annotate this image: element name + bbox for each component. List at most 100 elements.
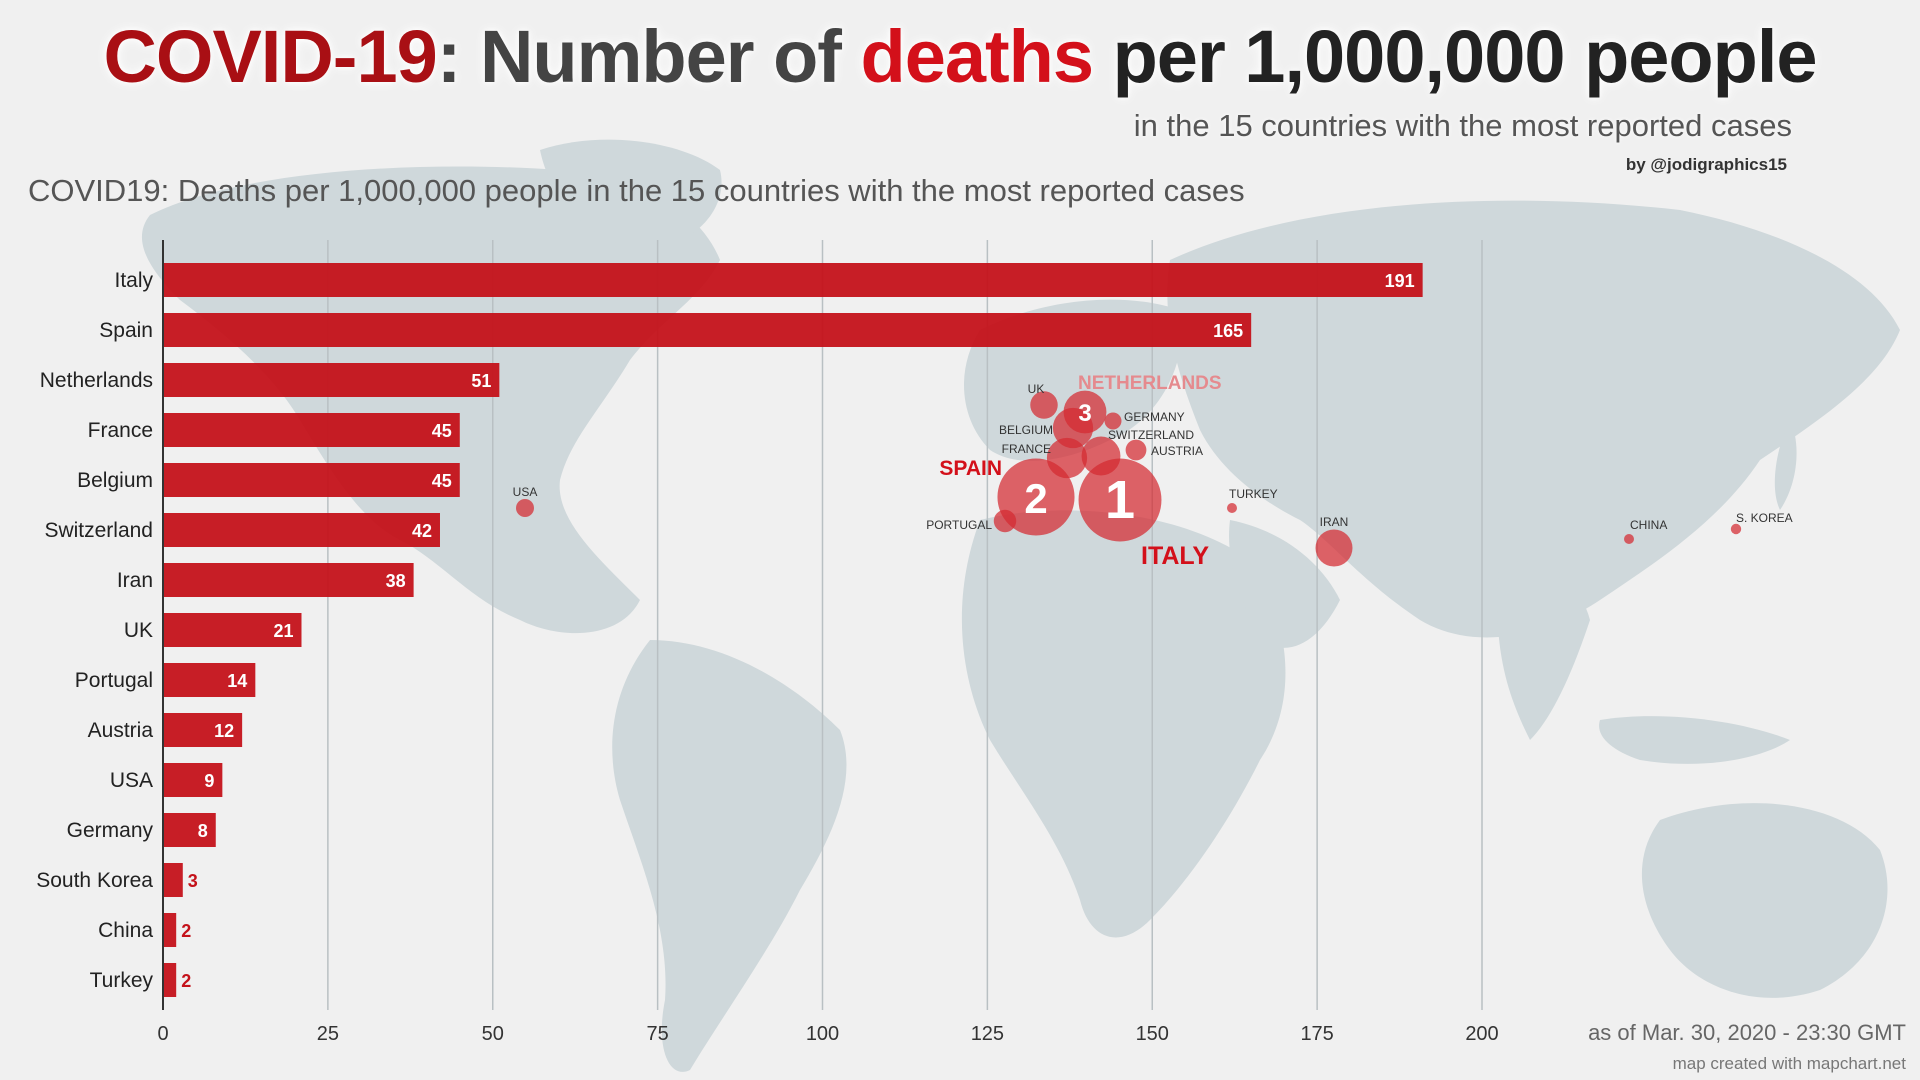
bar-italy [163, 263, 1423, 297]
bar-usa [163, 763, 223, 797]
data-label-portugal: 14 [227, 671, 247, 691]
bar-switzerland [163, 513, 440, 547]
subtitle: in the 15 countries with the most report… [1133, 108, 1792, 143]
x-tick-label-100: 100 [806, 1023, 839, 1045]
title-per-million: per 1,000,000 people [1093, 15, 1818, 98]
germany-label: GERMANY [1124, 410, 1185, 424]
austria-label: AUSTRIA [1151, 444, 1203, 458]
japan-landmass [1774, 420, 1797, 510]
chart-title: COVID19: Deaths per 1,000,000 people in … [28, 173, 1245, 208]
bubble-spain [997, 458, 1075, 536]
category-label-south-korea: South Korea [36, 869, 153, 892]
bar-south-korea [163, 863, 183, 897]
data-label-italy: 191 [1385, 271, 1415, 291]
greenland-landmass [540, 139, 722, 250]
china-label: CHINA [1630, 518, 1667, 532]
bubble-iran [1315, 529, 1353, 567]
bubble-south-korea [1730, 523, 1742, 535]
bars [163, 263, 1423, 997]
category-label-china: China [98, 919, 153, 942]
data-label-netherlands: 51 [471, 371, 491, 391]
footer-credit: map created with mapchart.net [1672, 1054, 1906, 1073]
bubble-portugal [993, 509, 1017, 533]
italy-big-label: ITALY [1141, 542, 1209, 570]
data-label-usa: 9 [204, 771, 214, 791]
category-label-turkey: Turkey [90, 969, 154, 992]
bubble-belgium [1052, 407, 1094, 449]
category-label-iran: Iran [117, 569, 153, 592]
main-title: COVID-19: Number of deaths per 1,000,000… [0, 14, 1920, 99]
bar-spain [163, 313, 1252, 347]
x-tick-label-175: 175 [1300, 1023, 1333, 1045]
spain-big-label: SPAIN [939, 457, 1002, 480]
bar-belgium [163, 463, 460, 497]
data-label-uk: 21 [273, 621, 293, 641]
x-tick-label-75: 75 [647, 1023, 669, 1045]
bubble-china [1624, 534, 1634, 544]
data-label-south-korea: 3 [188, 871, 198, 891]
data-label-germany: 8 [198, 821, 208, 841]
data-label-switzerland: 42 [412, 521, 432, 541]
data-label-turkey: 2 [181, 971, 191, 991]
category-label-austria: Austria [88, 719, 154, 742]
x-tick-label-0: 0 [157, 1023, 168, 1045]
data-label-spain: 165 [1213, 321, 1243, 341]
south-korea-label: S. KOREA [1736, 511, 1793, 525]
switzerland-label: SWITZERLAND [1108, 428, 1194, 442]
data-label-belgium: 45 [432, 471, 452, 491]
x-tick-label-25: 25 [317, 1023, 339, 1045]
data-label-austria: 12 [214, 721, 234, 741]
footer-date: as of Mar. 30, 2020 - 23:30 GMT [1588, 1020, 1906, 1045]
category-label-italy: Italy [114, 269, 153, 292]
france-label: FRANCE [1002, 442, 1051, 456]
south-america-landmass [612, 640, 847, 1072]
bar-china [163, 913, 177, 947]
category-label-france: France [88, 419, 153, 442]
bubble-usa [516, 499, 534, 517]
category-label-netherlands: Netherlands [40, 369, 153, 392]
belgium-label: BELGIUM [999, 423, 1053, 437]
bar-iran [163, 563, 414, 597]
bar-germany [163, 813, 216, 847]
x-tick-label-125: 125 [971, 1023, 1004, 1045]
map-bubbles: 1 2 3 UK GERMANY BELGIUM SWITZERLAND FRANCE AUST… [513, 373, 1793, 570]
netherlands-big-label: NETHERLANDS [1078, 373, 1222, 394]
turkey-label: TURKEY [1229, 487, 1278, 501]
iran-label: IRAN [1320, 515, 1349, 529]
usa-label: USA [513, 485, 538, 499]
india-landmass [1497, 560, 1590, 740]
category-label-uk: UK [124, 619, 153, 642]
x-tick-label-200: 200 [1465, 1023, 1498, 1045]
rank-badge-1: 1 [1105, 470, 1135, 530]
category-label-spain: Spain [99, 319, 153, 342]
bar-uk [163, 613, 302, 647]
title-covid: COVID-19 [103, 15, 437, 98]
grid-lines [162, 240, 1483, 1010]
rank-badge-2: 2 [1024, 475, 1047, 522]
indonesia-landmass [1599, 716, 1790, 764]
africa-landmass [961, 510, 1286, 938]
bubble-france [1046, 437, 1088, 479]
asia-landmass [1167, 200, 1900, 638]
bubble-uk [1030, 391, 1058, 419]
category-label-germany: Germany [67, 819, 154, 842]
bar-austria [163, 713, 243, 747]
axes: 0 25 50 75 100 125 150 175 200 Italy 191 Spain 165 Ne… [36, 240, 1499, 1045]
x-tick-label-50: 50 [482, 1023, 504, 1045]
category-label-belgium: Belgium [77, 469, 153, 492]
bar-portugal [163, 663, 256, 697]
rank-badge-3: 3 [1078, 400, 1091, 427]
category-label-switzerland: Switzerland [44, 519, 153, 542]
bubble-turkey [1227, 503, 1237, 513]
portugal-label: PORTUGAL [926, 518, 992, 532]
category-label-portugal: Portugal [75, 669, 153, 692]
bubble-austria [1125, 439, 1147, 461]
byline: by @jodigraphics15 [1625, 155, 1787, 174]
arabia-landmass [1229, 520, 1340, 648]
data-label-china: 2 [181, 921, 191, 941]
bubble-italy [1078, 458, 1162, 542]
title-number-of: : Number of [436, 15, 861, 98]
data-label-france: 45 [432, 421, 452, 441]
bar-france [163, 413, 460, 447]
